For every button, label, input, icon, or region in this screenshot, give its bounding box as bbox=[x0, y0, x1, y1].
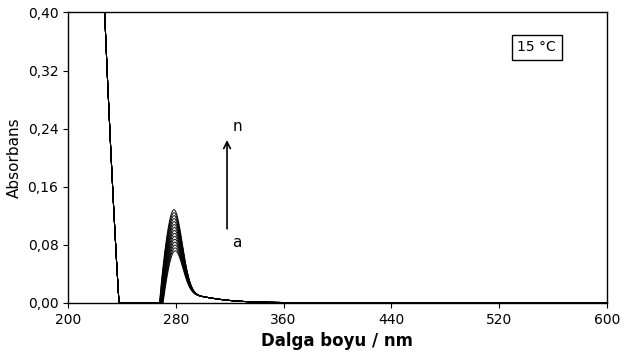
Text: a: a bbox=[233, 235, 242, 250]
Y-axis label: Absorbans: Absorbans bbox=[7, 117, 22, 198]
Text: n: n bbox=[233, 119, 242, 134]
X-axis label: Dalga boyu / nm: Dalga boyu / nm bbox=[261, 332, 413, 350]
Text: 15 °C: 15 °C bbox=[517, 40, 556, 54]
